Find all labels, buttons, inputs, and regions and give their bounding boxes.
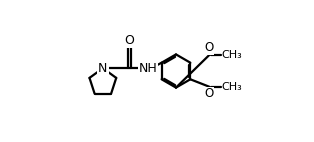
- Text: N: N: [98, 62, 108, 75]
- Text: O: O: [125, 34, 134, 47]
- Text: CH₃: CH₃: [221, 50, 242, 60]
- Text: CH₃: CH₃: [221, 82, 242, 92]
- Text: O: O: [205, 87, 214, 100]
- Text: O: O: [205, 41, 214, 54]
- Text: NH: NH: [139, 62, 158, 75]
